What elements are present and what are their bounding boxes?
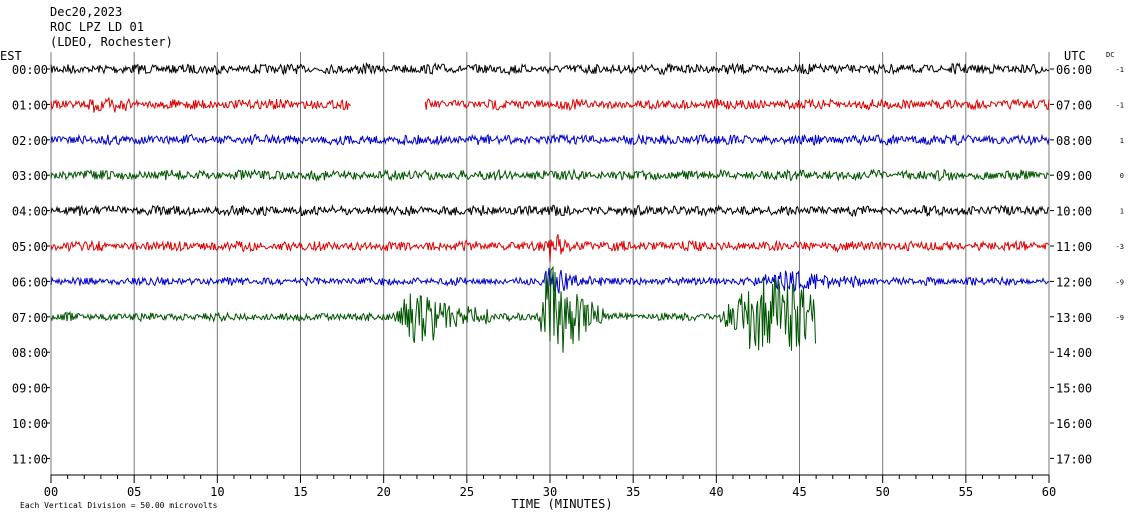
x-tick-label-25: 25 bbox=[460, 485, 474, 499]
trace-01:00 bbox=[50, 97, 351, 113]
utc-label-06:00: 06:00 bbox=[1056, 63, 1092, 77]
x-tick-label-50: 50 bbox=[875, 485, 889, 499]
est-label-10:00: 10:00 bbox=[12, 417, 48, 431]
est-axis-title: EST bbox=[0, 49, 22, 63]
x-tick-label-10: 10 bbox=[210, 485, 224, 499]
x-tick-label-60: 60 bbox=[1042, 485, 1056, 499]
utc-label-08:00: 08:00 bbox=[1056, 134, 1092, 148]
utc-label-14:00: 14:00 bbox=[1056, 346, 1092, 360]
utc-label-09:00: 09:00 bbox=[1056, 169, 1092, 183]
est-label-02:00: 02:00 bbox=[12, 134, 48, 148]
trace-04:00 bbox=[50, 204, 1049, 218]
utc-label-12:00: 12:00 bbox=[1056, 275, 1092, 289]
header-station: ROC LPZ LD 01 bbox=[50, 20, 144, 34]
utc-label-16:00: 16:00 bbox=[1056, 417, 1092, 431]
est-label-08:00: 08:00 bbox=[12, 346, 48, 360]
dc-value: 1 bbox=[1120, 208, 1124, 216]
x-tick-label-35: 35 bbox=[626, 485, 640, 499]
hour-labels: 00:00 06:00 -1 01:00 07:00 -1 02:00 08:00 1 03:00… bbox=[12, 63, 1124, 466]
dc-value: -9 bbox=[1116, 314, 1124, 322]
dc-value: -9 bbox=[1116, 278, 1124, 286]
x-tick-label-15: 15 bbox=[293, 485, 307, 499]
trace-06:00 bbox=[50, 267, 1050, 294]
est-label-06:00: 06:00 bbox=[12, 275, 48, 289]
trace-03:00 bbox=[50, 168, 1050, 183]
est-label-01:00: 01:00 bbox=[12, 98, 48, 112]
x-axis-title: TIME (MINUTES) bbox=[511, 497, 612, 511]
time-gridlines bbox=[50, 52, 1050, 475]
utc-label-07:00: 07:00 bbox=[1056, 98, 1092, 112]
est-label-04:00: 04:00 bbox=[12, 205, 48, 219]
utc-label-10:00: 10:00 bbox=[1056, 205, 1092, 219]
time-axis: 00 05 10 15 20 25 30 35 40 45 50 55 60 bbox=[44, 474, 1056, 499]
est-label-00:00: 00:00 bbox=[12, 63, 48, 77]
est-label-09:00: 09:00 bbox=[12, 382, 48, 396]
x-tick-label-05: 05 bbox=[127, 485, 141, 499]
utc-axis-title: UTC bbox=[1064, 49, 1086, 63]
dc-value: 0 bbox=[1120, 172, 1124, 180]
scale-footer: Each Vertical Division = 50.00 microvolt… bbox=[20, 501, 218, 510]
x-tick-label-40: 40 bbox=[709, 485, 723, 499]
x-tick-label-55: 55 bbox=[959, 485, 973, 499]
x-tick-label-00: 00 bbox=[44, 485, 58, 499]
utc-label-13:00: 13:00 bbox=[1056, 311, 1092, 325]
dc-value: 1 bbox=[1120, 137, 1124, 145]
est-label-07:00: 07:00 bbox=[12, 311, 48, 325]
x-tick-label-30: 30 bbox=[543, 485, 557, 499]
x-tick-label-45: 45 bbox=[792, 485, 806, 499]
est-label-11:00: 11:00 bbox=[12, 452, 48, 466]
est-label-05:00: 05:00 bbox=[12, 240, 48, 254]
header-date: Dec20,2023 bbox=[50, 5, 122, 19]
trace-01:00 bbox=[424, 98, 1050, 112]
header-network: (LDEO, Rochester) bbox=[50, 35, 173, 49]
utc-label-17:00: 17:00 bbox=[1056, 452, 1092, 466]
trace-00:00 bbox=[50, 62, 1050, 76]
trace-02:00 bbox=[50, 133, 1050, 147]
x-tick-label-20: 20 bbox=[376, 485, 390, 499]
utc-label-11:00: 11:00 bbox=[1056, 240, 1092, 254]
trace-07:00 bbox=[50, 265, 816, 353]
dc-value: -1 bbox=[1116, 66, 1124, 74]
trace-05:00 bbox=[50, 234, 1050, 263]
utc-label-15:00: 15:00 bbox=[1056, 382, 1092, 396]
dc-axis-title: DC bbox=[1106, 51, 1114, 59]
seismogram-traces bbox=[50, 62, 1050, 353]
est-label-03:00: 03:00 bbox=[12, 169, 48, 183]
dc-value: -3 bbox=[1116, 243, 1124, 251]
dc-value: -1 bbox=[1116, 101, 1124, 109]
